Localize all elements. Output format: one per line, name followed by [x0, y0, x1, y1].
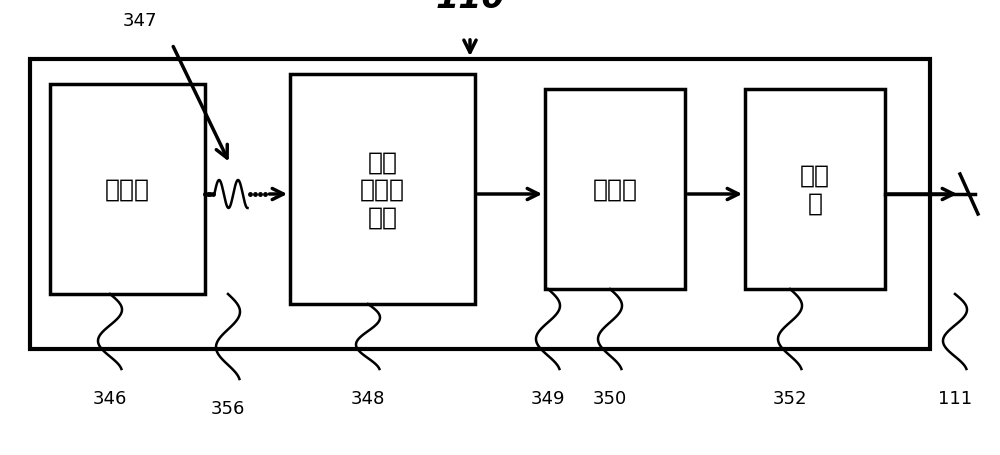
Text: 349: 349: [531, 389, 565, 407]
Bar: [545, 90, 685, 289]
Bar: [30, 60, 930, 349]
Bar: [50, 85, 205, 294]
Text: 350: 350: [593, 389, 627, 407]
Text: 振荡器: 振荡器: [105, 177, 150, 202]
Text: 356: 356: [211, 399, 245, 417]
Text: 滤波器: 滤波器: [592, 177, 638, 202]
Text: 346: 346: [93, 389, 127, 407]
Text: 110: 110: [435, 0, 505, 15]
Bar: [745, 90, 885, 289]
Text: 347: 347: [123, 12, 157, 30]
Text: 放大
器: 放大 器: [800, 164, 830, 215]
Bar: [290, 75, 475, 304]
Text: 352: 352: [773, 389, 807, 407]
Text: 相位
调制器
电路: 相位 调制器 电路: [360, 150, 405, 229]
Text: 111: 111: [938, 389, 972, 407]
Text: 348: 348: [351, 389, 385, 407]
